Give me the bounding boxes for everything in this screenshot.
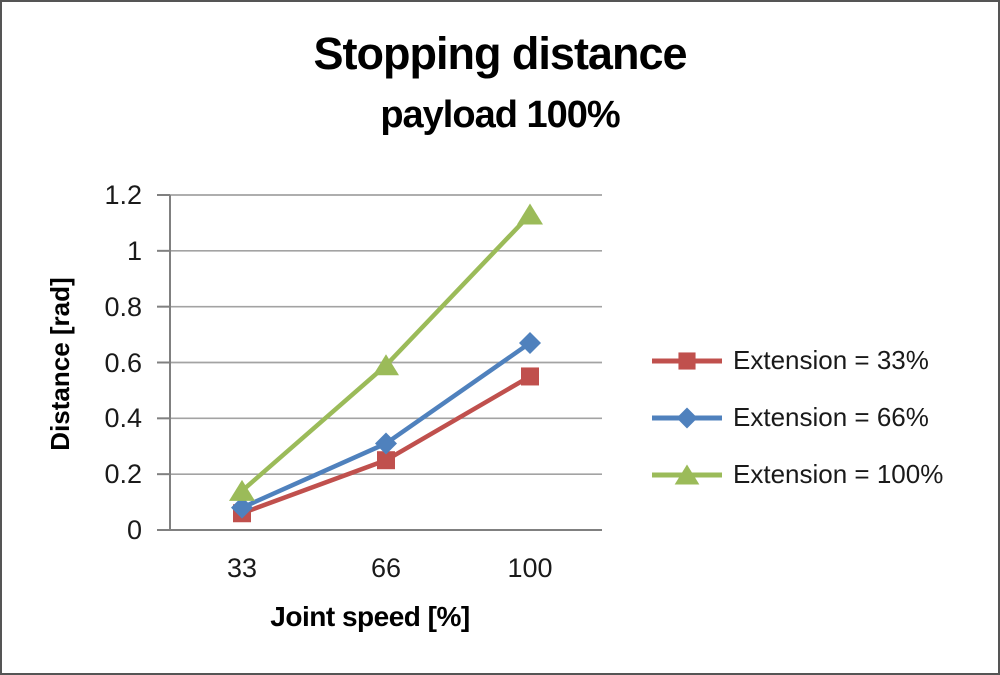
triangle-marker-icon (674, 464, 700, 484)
y-tick-label: 0.6 (104, 347, 142, 378)
legend-label: Extension = 33% (733, 345, 929, 375)
y-tick-label: 0.8 (104, 291, 142, 322)
legend-swatch (652, 407, 722, 428)
triangle-marker-icon (517, 203, 543, 225)
x-tick-label: 66 (370, 553, 402, 583)
triangle-marker-icon (373, 354, 399, 376)
y-tick-label: 1 (126, 235, 142, 266)
diamond-marker-icon (676, 407, 698, 428)
y-tick-label: 0.2 (104, 459, 142, 490)
square-marker-icon (521, 367, 539, 386)
legend-swatch (652, 351, 722, 370)
legend-label: Extension = 100% (733, 459, 944, 489)
y-tick-label: 0 (126, 515, 142, 545)
chart-subtitle: payload 100% (380, 94, 620, 136)
chart-title: Stopping distance (313, 28, 687, 79)
y-tick-label: 1.2 (104, 180, 142, 210)
y-tick-label: 0.4 (104, 403, 142, 434)
y-axis-title: Distance [rad] (45, 277, 75, 451)
legend-label: Extension = 66% (733, 402, 929, 432)
x-axis-title: Joint speed [%] (270, 601, 470, 632)
legend-item: Extension = 66% (650, 389, 943, 446)
square-marker-icon (377, 451, 395, 470)
legend: Extension = 33% Extension = 66% Extension … (650, 332, 943, 503)
square-marker-icon (678, 351, 696, 370)
diamond-marker-icon (375, 432, 397, 455)
legend-item: Extension = 33% (650, 332, 943, 389)
x-tick-label: 100 (507, 553, 553, 583)
diamond-marker-icon (231, 496, 253, 519)
x-tick-label: 33 (226, 553, 258, 583)
diamond-marker-icon (519, 331, 541, 354)
triangle-marker-icon (229, 479, 255, 501)
legend-swatch (652, 464, 722, 484)
legend-item: Extension = 100% (650, 446, 943, 503)
